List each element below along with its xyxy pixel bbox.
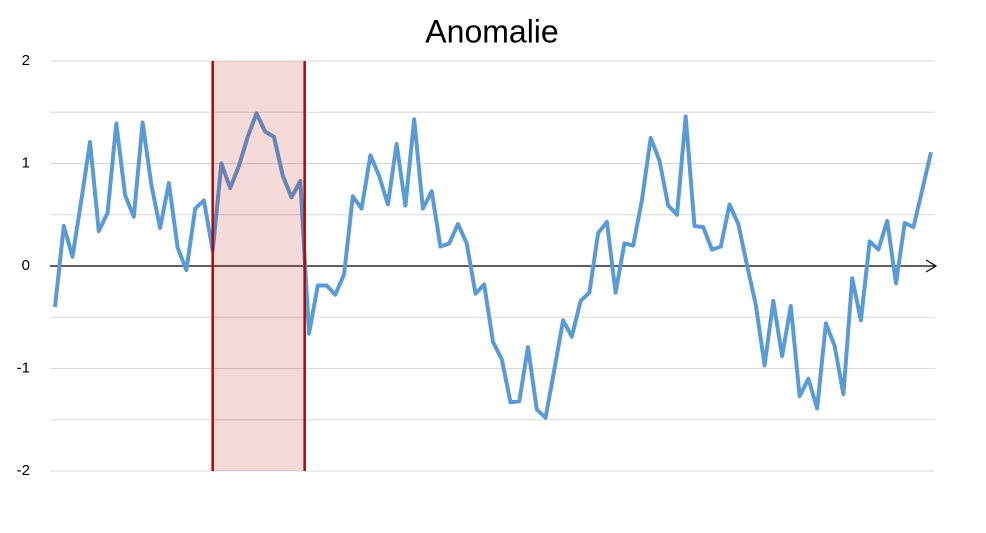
chart-title: Anomalie: [425, 13, 558, 49]
y-tick-label: -1: [17, 359, 30, 376]
y-tick-label: 0: [22, 257, 30, 274]
y-tick-label: 1: [22, 154, 30, 171]
y-tick-label: 2: [22, 52, 30, 69]
x-axis-arrow: [925, 259, 938, 273]
y-tick-label: -2: [17, 462, 30, 479]
highlight-band: [212, 61, 305, 471]
data-line: [53, 111, 933, 420]
